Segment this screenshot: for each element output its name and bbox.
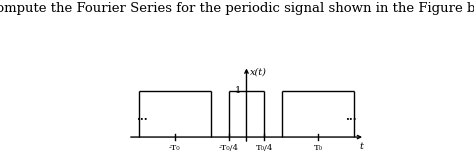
Text: -T₀/4: -T₀/4 bbox=[219, 144, 238, 152]
Text: 5.  Compute the Fourier Series for the periodic signal shown in the Figure below: 5. Compute the Fourier Series for the pe… bbox=[0, 2, 474, 15]
Text: -T₀: -T₀ bbox=[169, 144, 181, 152]
Text: 1: 1 bbox=[235, 86, 241, 95]
Text: T₀: T₀ bbox=[314, 144, 323, 152]
Text: ...: ... bbox=[137, 111, 148, 122]
Text: t: t bbox=[359, 142, 363, 151]
Text: T₀/4: T₀/4 bbox=[256, 144, 273, 152]
Text: x(t): x(t) bbox=[250, 68, 267, 77]
Text: ...: ... bbox=[345, 111, 356, 122]
